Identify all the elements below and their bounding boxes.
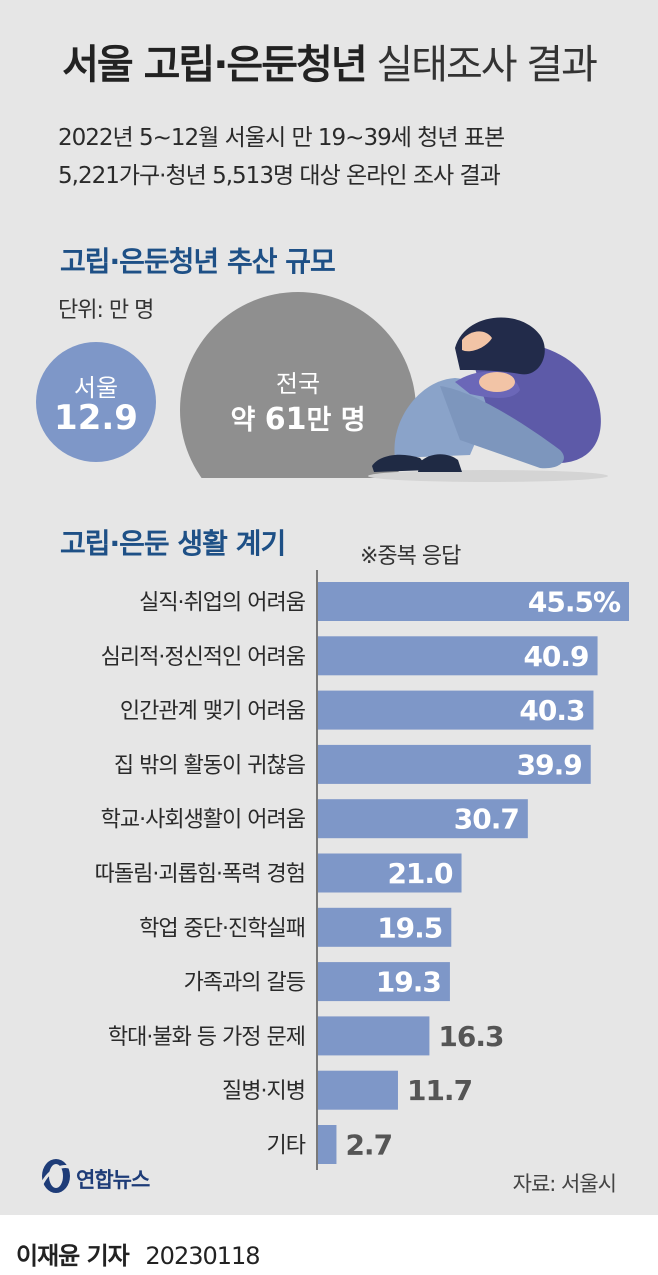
category-label: 학교·사회생활이 어려움	[101, 808, 306, 833]
unit-label: 단위: 만 명	[58, 298, 154, 323]
national-value-prefix: 약	[230, 405, 265, 436]
category-label: 따돌림·괴롭힘·폭력 경험	[95, 862, 305, 887]
category-label: 학대·불화 등 가정 문제	[108, 1025, 305, 1050]
estimate-illustration	[36, 292, 608, 482]
bar	[318, 1125, 337, 1164]
value-label: 19.5	[377, 911, 442, 944]
category-label: 기타	[267, 1134, 306, 1159]
subtitle-line-1: 2022년 5~12월 서울시 만 19~39세 청년 표본	[58, 125, 505, 151]
seoul-value: 12.9	[54, 398, 138, 438]
value-label: 11.7	[407, 1074, 472, 1107]
value-label: 19.3	[376, 966, 441, 999]
national-label: 전국	[275, 370, 321, 398]
value-label: 30.7	[454, 803, 519, 836]
value-label: 40.9	[523, 640, 588, 673]
value-label: 2.7	[345, 1129, 392, 1162]
category-label: 학업 중단·진학실패	[139, 916, 305, 941]
reasons-bar-chart: 실직·취업의 어려움 45.5% 심리적·정신적인 어려움 40.9 인간관계 맺기 어…	[95, 570, 629, 1170]
bar	[318, 907, 452, 947]
publish-date: 20230118	[145, 1242, 260, 1270]
seoul-bubble	[36, 342, 156, 462]
national-bubble	[180, 292, 416, 478]
national-value: 약 61만 명	[188, 398, 408, 437]
reasons-heading: 고립·은둔 생활 계기	[60, 527, 286, 560]
category-label: 가족과의 갈등	[184, 971, 306, 996]
seoul-label: 서울	[73, 374, 119, 402]
bar	[318, 853, 462, 893]
reporter: 이재윤 기자	[16, 1242, 130, 1270]
estimate-heading: 고립·은둔청년 추산 규모	[60, 245, 336, 278]
yonhap-logo-text: 연합뉴스	[76, 1168, 150, 1192]
value-label: 16.3	[438, 1020, 503, 1053]
source-label: 자료: 서울시	[512, 1172, 617, 1196]
yonhap-logo-icon	[40, 1159, 73, 1193]
category-label: 실직·취업의 어려움	[139, 591, 306, 616]
byline: 이재윤 기자 20230118	[16, 1236, 261, 1271]
value-label: 21.0	[387, 857, 453, 890]
bar	[318, 744, 591, 784]
value-label: 40.3	[519, 694, 584, 727]
bar	[318, 690, 594, 730]
category-label: 질병·지병	[222, 1079, 305, 1104]
value-label: 39.9	[517, 748, 582, 781]
category-label: 집 밖의 활동이 귀찮음	[114, 753, 306, 778]
title-bold: 서울 고립·은둔청년	[62, 42, 368, 88]
bar	[318, 1016, 430, 1056]
page-title: 서울 고립·은둔청년 실태조사 결과	[0, 32, 658, 90]
bar	[318, 799, 528, 839]
subtitle-line-2: 5,221가구·청년 5,513명 대상 온라인 조사 결과	[58, 163, 501, 189]
bar	[318, 582, 629, 621]
crouching-person-illustration	[368, 317, 608, 482]
bar	[318, 962, 450, 1002]
national-value-number: 61	[264, 402, 307, 437]
category-label: 인간관계 맺기 어려움	[120, 699, 306, 724]
title-light: 실태조사 결과	[376, 42, 598, 88]
national-value-suffix: 만 명	[306, 405, 366, 436]
multiple-response-note: ※중복 응답	[360, 544, 461, 569]
bar	[318, 636, 598, 676]
value-label: 45.5%	[528, 586, 621, 619]
category-label: 심리적·정신적인 어려움	[101, 645, 306, 670]
bar	[318, 1070, 398, 1110]
